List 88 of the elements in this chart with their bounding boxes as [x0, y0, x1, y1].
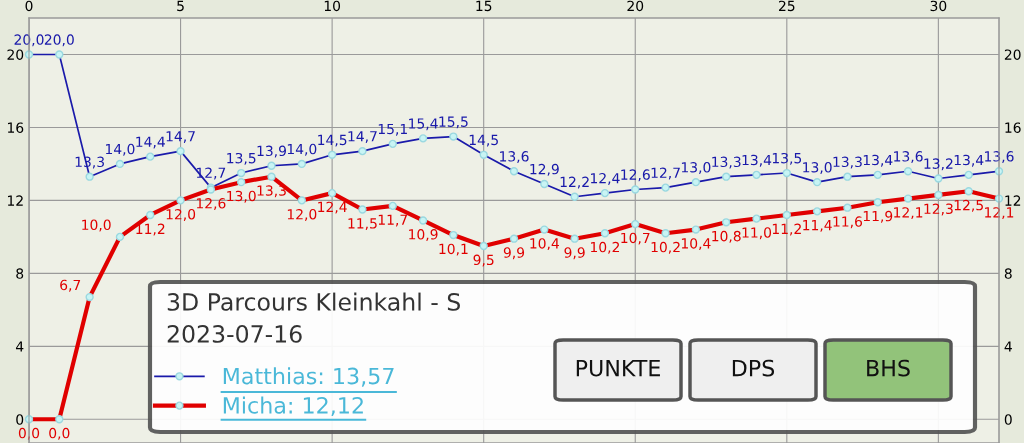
data-label: 11,6 — [833, 216, 863, 229]
data-label: 11,9 — [863, 210, 893, 223]
data-label: 9,9 — [503, 247, 525, 260]
text: 3D Parcours Kleinkahl - S — [167, 292, 460, 311]
data-label: 14,7 — [166, 131, 195, 143]
data-label: 12,9 — [530, 163, 559, 176]
data-label: 13,5 — [227, 152, 256, 165]
y2-tick-label: 16 — [1005, 122, 1021, 133]
data-label: 13,5 — [772, 152, 802, 165]
y-tick-label: 20 — [7, 49, 24, 60]
x-tick-label: 25 — [778, 0, 795, 12]
y-tick-label: 4 — [15, 341, 24, 352]
x-tick-label: 15 — [476, 0, 492, 12]
data-label: 12,4 — [318, 201, 347, 214]
data-label: 11,2 — [772, 223, 801, 236]
data-label: 0,0 — [49, 427, 70, 440]
data-label: 13,4 — [863, 154, 893, 167]
data-label: 13,6 — [894, 151, 923, 163]
y2-tick-label: 4 — [1004, 341, 1012, 352]
y2-tick-label: 12 — [1005, 195, 1021, 206]
data-label: 13,0 — [803, 162, 832, 174]
x-tick-label: 30 — [930, 0, 947, 12]
data-label: 12,2 — [560, 176, 589, 189]
data-label: 10,4 — [530, 238, 559, 251]
data-label: 10,1 — [439, 243, 468, 256]
data-label: 12,1 — [985, 207, 1014, 220]
data-label: 14,0 — [106, 143, 135, 156]
data-label: 15,5 — [439, 116, 468, 129]
data-label: 12,3 — [924, 203, 953, 216]
data-label: 14,7 — [348, 131, 377, 143]
data-label: 10,9 — [409, 229, 438, 241]
data-label: 12,4 — [591, 172, 620, 185]
data-label: 12,0 — [166, 208, 196, 221]
data-label: 11,4 — [803, 220, 832, 232]
y2-tick-label: 0 — [1004, 414, 1012, 425]
data-label: 15,1 — [378, 123, 407, 136]
legend-label: Matthias: 13,57 — [223, 367, 394, 387]
y2-tick-label: 20 — [1004, 49, 1021, 60]
data-label: 13,0 — [681, 162, 711, 174]
data-label: 10,2 — [591, 241, 620, 254]
data-label: 13,6 — [500, 151, 529, 163]
data-label: 13,6 — [985, 151, 1014, 163]
y-tick-label: 0 — [16, 414, 24, 425]
data-label: 12,1 — [894, 207, 923, 220]
data-label: 13,3 — [833, 156, 862, 169]
data-label: 14,4 — [136, 136, 165, 149]
text: 2023-07-16 — [167, 324, 302, 343]
data-label: 9,5 — [473, 254, 494, 267]
data-label: 10,8 — [712, 230, 741, 243]
y-tick-label: 8 — [16, 268, 24, 279]
data-label: 20,0 — [44, 34, 74, 47]
data-label: 12,5 — [954, 199, 983, 212]
data-label: 12,7 — [651, 167, 680, 180]
x-tick-label: 20 — [627, 0, 644, 12]
data-label: 12,6 — [196, 198, 226, 210]
data-label: 9,9 — [564, 247, 585, 260]
x-tick-label: 5 — [177, 0, 184, 12]
x-tick-label: 10 — [324, 0, 341, 12]
data-label: 11,5 — [348, 218, 377, 231]
data-label: 14,0 — [287, 143, 317, 156]
data-label: 13,4 — [954, 154, 984, 167]
data-label: 15,4 — [409, 118, 438, 131]
y-tick-label: 12 — [7, 195, 23, 206]
data-label: 11,0 — [742, 227, 772, 240]
y-tick-label: 16 — [7, 122, 24, 133]
data-label: 13,0 — [227, 190, 256, 203]
data-label: 10,4 — [681, 238, 711, 251]
data-label: 0,0 — [18, 427, 40, 440]
x-tick-label: 0 — [25, 0, 33, 12]
data-label: 20,0 — [14, 34, 44, 47]
legend-label: Micha: 12,12 — [223, 396, 363, 416]
data-label: 10,2 — [651, 241, 680, 254]
data-label: 10,0 — [82, 219, 111, 232]
data-label: 14,5 — [469, 134, 498, 147]
data-label: 13,4 — [742, 154, 772, 167]
data-label: 6,7 — [60, 279, 81, 292]
data-label: 12,0 — [287, 208, 317, 221]
annotation: BHS — [867, 359, 910, 377]
data-label: 13,3 — [712, 156, 741, 169]
annotation: DPS — [732, 359, 775, 377]
data-label: 13,2 — [924, 158, 953, 171]
data-label: 13,9 — [257, 145, 286, 158]
data-label: 14,5 — [318, 134, 347, 147]
annotation: PUNKTE — [576, 359, 660, 377]
data-label: 11,7 — [378, 214, 408, 227]
data-label: 12,6 — [621, 169, 650, 182]
data-label: 10,7 — [621, 232, 650, 245]
y2-tick-label: 8 — [1004, 268, 1012, 279]
